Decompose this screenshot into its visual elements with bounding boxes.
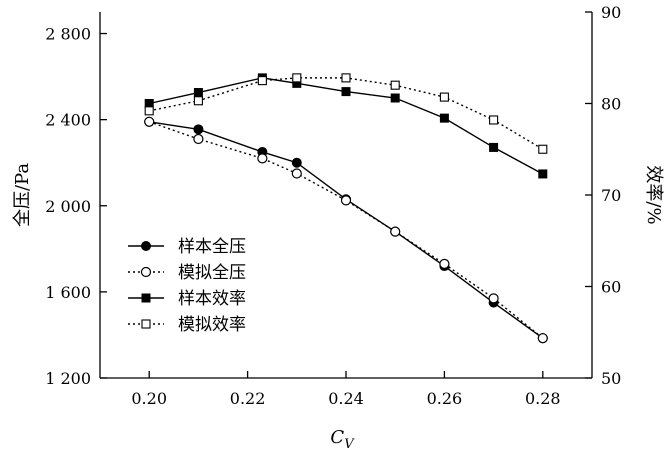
y-right-tick-label: 70 xyxy=(601,186,621,205)
y-right-tick-label: 90 xyxy=(601,3,621,22)
legend-entry-4: 模拟效率 xyxy=(128,315,246,335)
x-tick-label: 0.28 xyxy=(525,389,561,408)
series-2-point xyxy=(291,168,302,179)
series-2-point xyxy=(257,153,268,164)
y-left-tick-label: 1 600 xyxy=(45,283,91,302)
series-4 xyxy=(144,73,548,154)
x-tick-label: 0.22 xyxy=(230,389,266,408)
series-2-point xyxy=(144,116,155,127)
series-2 xyxy=(144,116,548,344)
series-3-point xyxy=(538,169,548,179)
y-left-axis-title: 全压/Pa xyxy=(12,163,33,227)
axes: 0.20 0.22 0.24 0.26 0.28 1 200 1 600 2 000 2 400… xyxy=(12,3,664,452)
series-2-point xyxy=(488,293,499,304)
series-3-point xyxy=(390,93,400,103)
series-3-point xyxy=(489,142,499,152)
legend-marker xyxy=(141,319,151,329)
series-4-point xyxy=(257,76,267,86)
legend-entry-3: 样本效率 xyxy=(128,289,246,309)
legend-label: 样本效率 xyxy=(178,289,246,309)
series-3-point xyxy=(439,113,449,123)
legend-label: 样本全压 xyxy=(178,237,246,257)
y-left-tick-label: 2 000 xyxy=(45,197,91,216)
series-4-point xyxy=(292,73,302,83)
series-2-point xyxy=(537,333,548,344)
legend-label: 模拟全压 xyxy=(178,263,246,283)
legend-entry-1: 样本全压 xyxy=(128,237,246,257)
series-group xyxy=(144,73,548,344)
x-tick-label: 0.20 xyxy=(131,389,167,408)
legend-marker xyxy=(140,266,152,278)
y-right-tick-label: 60 xyxy=(601,278,621,297)
series-3-point xyxy=(341,87,351,97)
series-4-point xyxy=(193,96,203,106)
series-4-point xyxy=(390,80,400,90)
x-axis-title-subscript: V xyxy=(344,437,355,452)
x-tick-label: 0.24 xyxy=(328,389,364,408)
x-axis-title: CV xyxy=(330,427,355,452)
series-1-point xyxy=(291,157,302,168)
series-2-point xyxy=(193,133,204,145)
series-3-point xyxy=(193,88,203,98)
y-right-axis-title: 效率/% xyxy=(643,165,664,224)
y-left-tick-label: 2 400 xyxy=(45,111,91,130)
y-left-tick-label: 1 200 xyxy=(45,369,91,388)
series-4-point xyxy=(144,106,154,116)
y-left-tick-label: 2 800 xyxy=(45,25,91,44)
series-2-point xyxy=(340,195,352,206)
legend-label: 模拟效率 xyxy=(178,315,246,335)
series-2-point xyxy=(390,226,401,237)
legend-marker xyxy=(141,241,151,251)
legend-marker xyxy=(141,293,151,303)
series-4-point xyxy=(489,115,499,125)
series-4-point xyxy=(538,144,548,154)
x-tick-label: 0.26 xyxy=(427,389,463,408)
y-right-tick-label: 80 xyxy=(601,95,621,114)
series-2-point xyxy=(439,258,450,269)
legend-entry-2: 模拟全压 xyxy=(128,263,246,283)
y-right-tick-label: 50 xyxy=(601,369,621,388)
x-axis-title-main: C xyxy=(330,427,344,448)
series-4-point xyxy=(341,73,351,83)
series-3 xyxy=(144,73,548,179)
series-4-point xyxy=(439,92,449,102)
series-1-point xyxy=(193,124,204,135)
